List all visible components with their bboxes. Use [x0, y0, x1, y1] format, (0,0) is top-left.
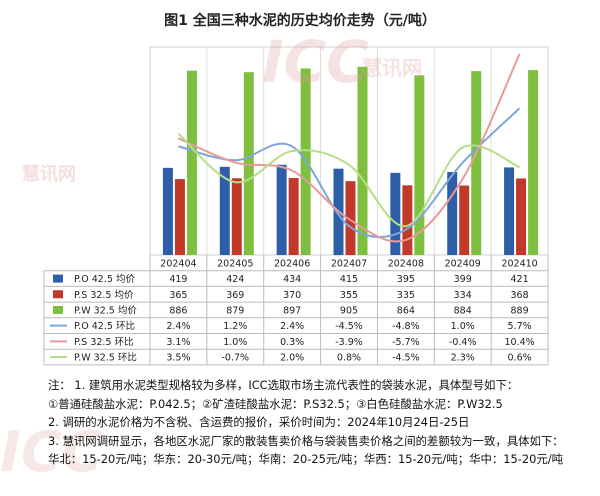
legend-swatch: [53, 305, 63, 314]
data-label: -4.8%: [392, 321, 420, 332]
tick-label-x: 202410: [501, 259, 537, 270]
data-label: 1.2%: [223, 321, 247, 332]
bar-ps325: [402, 185, 413, 255]
bar-pw325: [357, 66, 368, 255]
tick-label-x: 202404: [160, 259, 196, 270]
tick-label-x: 202408: [388, 259, 424, 270]
bar-ps325: [345, 181, 356, 255]
line-pw325-mom: [177, 132, 520, 228]
data-label: 415: [340, 274, 358, 285]
legend-entry: P.S 32.5 均价: [74, 289, 134, 301]
data-label: 1.0%: [223, 337, 247, 348]
note-line-4: 3. 慧讯网调研显示，各地区水泥厂家的散装售卖价格与袋装售卖价格之间的差额较为一…: [48, 433, 564, 448]
data-label: 905: [340, 305, 358, 316]
bar-pw325: [414, 75, 425, 256]
bar-po425: [504, 167, 515, 255]
data-label: 879: [226, 305, 244, 316]
bar-po425: [276, 164, 287, 255]
data-label: 10.4%: [504, 337, 534, 348]
tick-label-x: 202405: [217, 259, 253, 270]
data-label: 355: [340, 290, 358, 301]
data-label: 2.0%: [280, 353, 304, 364]
chart-title: 图1 全国三种水泥的历史均价走势（元/吨）: [164, 13, 436, 29]
bar-po425: [390, 172, 401, 255]
line-po425-mom: [178, 107, 521, 239]
legend-entry: P.O 42.5 环比: [74, 320, 135, 332]
data-label: 370: [283, 290, 301, 301]
legend-swatch: [53, 274, 63, 283]
data-label: 3.1%: [166, 337, 190, 348]
data-label: 0.6%: [508, 353, 532, 364]
footnotes: 注： 1. 建筑用水泥类型规格较为多样，ICC选取市场主流代表性的袋装水泥，具体…: [48, 376, 593, 469]
bar-pw325: [528, 70, 539, 255]
legend-entry: P.S 32.5 环比: [74, 336, 134, 348]
data-label: 884: [454, 305, 472, 316]
tick-label-x: 202409: [445, 259, 481, 270]
legend-entry: P.O 42.5 均价: [74, 273, 135, 285]
bar-pw325: [243, 72, 254, 255]
data-label: 3.5%: [166, 353, 190, 364]
data-label: -5.7%: [392, 337, 420, 348]
data-label: 2.4%: [166, 321, 190, 332]
data-label: 424: [226, 274, 244, 285]
data-label: 864: [397, 305, 415, 316]
data-label: -0.7%: [221, 353, 249, 364]
note-line-5: 华北：15-20元/吨；华东：20-30元/吨；华南：20-25元/吨；华西：1…: [48, 452, 564, 467]
bar-po425: [162, 167, 173, 255]
data-label: -3.9%: [335, 337, 363, 348]
tick-label-x: 202407: [331, 259, 367, 270]
data-label: 368: [511, 290, 529, 301]
bar-ps325: [459, 185, 470, 255]
data-label: 2.4%: [280, 321, 304, 332]
bar-ps325: [174, 179, 185, 255]
data-label: 0.3%: [280, 337, 304, 348]
bar-ps325: [288, 178, 299, 255]
data-label: 335: [397, 290, 415, 301]
legend-swatch: [53, 290, 63, 299]
data-label: 5.7%: [508, 321, 532, 332]
data-label: 886: [169, 305, 187, 316]
data-label: 369: [226, 290, 244, 301]
data-label: 395: [397, 274, 415, 285]
bar-po425: [219, 166, 230, 255]
data-label: 399: [454, 274, 472, 285]
data-label: 419: [169, 274, 187, 285]
data-label: 334: [454, 290, 472, 301]
data-label: 421: [511, 274, 529, 285]
data-label: 365: [169, 290, 187, 301]
bar-ps325: [231, 178, 242, 255]
bar-pw325: [186, 70, 197, 255]
line-ps325-mom: [178, 53, 521, 243]
data-label: 897: [283, 305, 301, 316]
price-chart: 202404 202405 202406 202407 202408 202409 2024…: [43, 46, 549, 366]
legend-entry: P.W 32.5 均价: [74, 304, 137, 316]
data-label: -4.5%: [392, 353, 420, 364]
data-label: -4.5%: [335, 321, 363, 332]
data-label: 2.3%: [451, 353, 475, 364]
data-label: 0.8%: [337, 353, 361, 364]
data-label: 434: [283, 274, 301, 285]
data-label: -0.4%: [449, 337, 477, 348]
bar-po425: [447, 172, 458, 255]
legend-entry: P.W 32.5 环比: [74, 352, 137, 364]
tick-label-x: 202406: [274, 259, 310, 270]
note-line-2: ①普通硅酸盐水泥：P.042.5；②矿渣硅酸盐水泥：P.S32.5；③白色硅酸盐…: [48, 396, 503, 411]
data-label: 1.0%: [451, 321, 475, 332]
bar-ps325: [516, 178, 527, 255]
note-line-3: 2. 调研的水泥价格为不含税、含运费的报价，采价时间为：2024年10月24日-…: [48, 415, 470, 430]
note-line-1: 注： 1. 建筑用水泥类型规格较为多样，ICC选取市场主流代表性的袋装水泥，具体…: [48, 378, 519, 392]
data-label: 889: [511, 305, 529, 316]
bar-pw325: [471, 71, 482, 256]
